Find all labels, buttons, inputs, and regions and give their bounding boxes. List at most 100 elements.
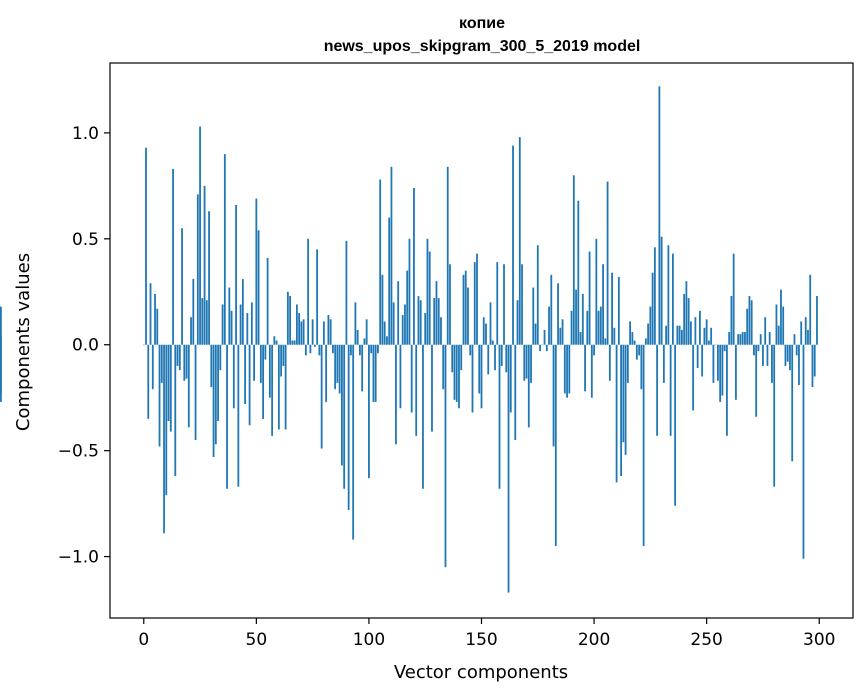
bar-103 bbox=[374, 344, 377, 402]
bar-114 bbox=[399, 344, 402, 409]
bar-116 bbox=[404, 304, 406, 345]
bar-243 bbox=[689, 321, 692, 345]
bar-283 bbox=[780, 289, 782, 345]
bar-147 bbox=[473, 262, 476, 345]
bar-141 bbox=[460, 344, 463, 371]
bar-12 bbox=[169, 344, 172, 432]
bar-138 bbox=[453, 344, 456, 400]
bar-64 bbox=[286, 291, 289, 345]
bar-129 bbox=[433, 298, 436, 345]
bar-212 bbox=[620, 344, 622, 477]
bar-28 bbox=[205, 300, 208, 345]
bar-237 bbox=[676, 325, 679, 345]
bar-16 bbox=[178, 344, 181, 371]
bar-136 bbox=[449, 264, 451, 345]
bar-284 bbox=[782, 306, 785, 345]
bar-118 bbox=[408, 238, 411, 345]
bar-3 bbox=[149, 283, 152, 345]
bar-63 bbox=[284, 344, 287, 430]
bar-258 bbox=[723, 344, 726, 352]
bar-20 bbox=[187, 344, 190, 428]
bar-227 bbox=[653, 247, 656, 345]
bar-236 bbox=[674, 344, 677, 506]
bar-93 bbox=[352, 344, 355, 540]
x-tick-label: 0 bbox=[138, 630, 149, 650]
bar-40 bbox=[232, 344, 235, 409]
bar-42 bbox=[237, 344, 240, 487]
bar-112 bbox=[395, 344, 397, 445]
bar-250 bbox=[705, 319, 708, 345]
bar-245 bbox=[694, 317, 697, 345]
bar-83 bbox=[329, 319, 332, 345]
y-tick-label: −0.5 bbox=[58, 442, 99, 462]
bar-239 bbox=[680, 329, 683, 345]
bar-226 bbox=[651, 272, 654, 345]
bar-151 bbox=[482, 317, 485, 345]
bar-2 bbox=[147, 344, 150, 419]
bar-223 bbox=[644, 338, 647, 345]
bar-295 bbox=[807, 329, 809, 345]
bar-294 bbox=[804, 317, 807, 345]
bar-170 bbox=[525, 344, 528, 379]
bar-124 bbox=[422, 344, 424, 489]
bar-92 bbox=[350, 344, 352, 356]
bar-39 bbox=[230, 310, 233, 345]
bar-259 bbox=[726, 344, 728, 436]
bar-260 bbox=[728, 332, 731, 345]
bar-183 bbox=[554, 344, 557, 546]
bar-288 bbox=[791, 344, 794, 462]
bar-106 bbox=[381, 274, 384, 345]
bar-166 bbox=[516, 300, 519, 345]
bar-59 bbox=[275, 340, 278, 345]
bar-146 bbox=[471, 344, 474, 413]
bar-218 bbox=[633, 340, 636, 345]
bar-192 bbox=[575, 289, 577, 345]
bar-91 bbox=[347, 344, 350, 510]
bar-198 bbox=[588, 251, 591, 345]
bar-298 bbox=[813, 344, 816, 377]
bar-144 bbox=[467, 287, 469, 345]
bar-100 bbox=[368, 344, 370, 479]
bar-82 bbox=[327, 315, 330, 345]
bar-120 bbox=[413, 187, 415, 345]
bar-88 bbox=[341, 344, 343, 466]
bar-263 bbox=[735, 344, 737, 400]
bar-171 bbox=[527, 344, 530, 428]
bar-176 bbox=[539, 344, 541, 352]
bar-163 bbox=[509, 344, 512, 413]
bar-85 bbox=[334, 344, 337, 390]
bar-8 bbox=[160, 344, 163, 383]
bar-173 bbox=[532, 287, 535, 345]
bar-165 bbox=[514, 344, 517, 441]
bar-51 bbox=[257, 230, 260, 345]
bar-188 bbox=[566, 344, 568, 398]
bar-252 bbox=[710, 327, 713, 345]
bar-7 bbox=[158, 344, 161, 447]
bar-94 bbox=[354, 302, 357, 345]
plot-area-frame bbox=[109, 62, 854, 619]
bar-128 bbox=[431, 344, 433, 432]
bar-251 bbox=[708, 340, 710, 345]
bar-142 bbox=[462, 274, 465, 345]
bar-194 bbox=[579, 332, 582, 345]
bar-19 bbox=[185, 344, 188, 379]
bar-155 bbox=[491, 340, 494, 345]
bar-122 bbox=[417, 296, 420, 345]
y-tick-label: 0.0 bbox=[72, 336, 99, 356]
bar-53 bbox=[262, 344, 264, 419]
bar-201 bbox=[595, 238, 598, 345]
bar-41 bbox=[235, 204, 237, 345]
bar-22 bbox=[192, 279, 195, 345]
bar-5 bbox=[154, 293, 156, 345]
bar-285 bbox=[784, 344, 787, 366]
bar-69 bbox=[298, 312, 301, 345]
bar-186 bbox=[561, 319, 564, 345]
bar-213 bbox=[622, 344, 625, 443]
bar-208 bbox=[611, 272, 613, 345]
bar-158 bbox=[498, 344, 501, 489]
bar-127 bbox=[428, 251, 431, 345]
bar-276 bbox=[764, 317, 767, 345]
bar-96 bbox=[359, 344, 361, 356]
bar-280 bbox=[773, 344, 776, 487]
bar-4 bbox=[151, 344, 154, 390]
